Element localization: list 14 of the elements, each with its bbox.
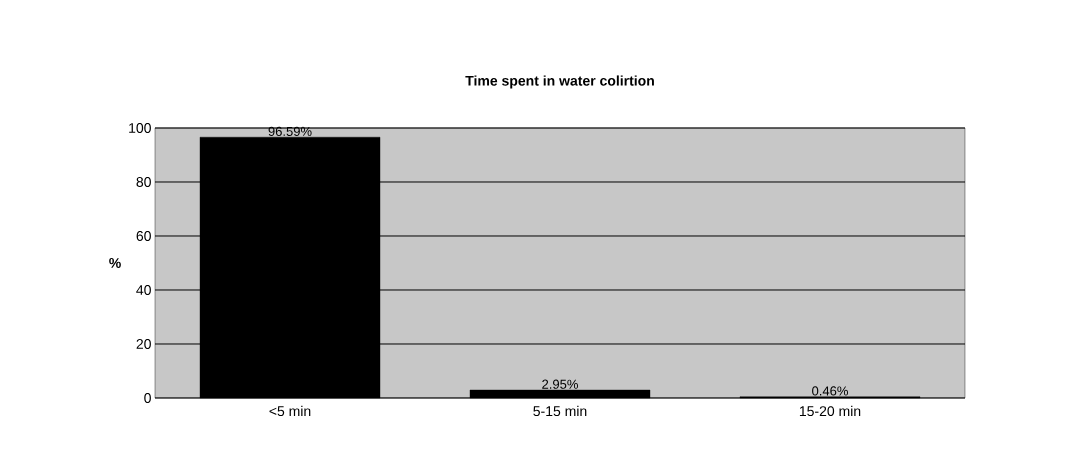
data-label: 0.46% [812, 386, 848, 396]
y-tick-label: 0 [144, 393, 151, 403]
y-tick-label: 80 [136, 177, 151, 187]
x-tick-label: <5 min [269, 405, 311, 417]
y-tick-label: 60 [136, 231, 151, 241]
x-tick-label: 15-20 min [799, 405, 861, 417]
y-tick-label: 20 [136, 339, 151, 349]
y-tick-label: 40 [136, 285, 151, 295]
data-label: 2.95% [542, 379, 578, 389]
x-tick-label: 5-15 min [533, 405, 587, 417]
y-tick-label: 100 [129, 123, 151, 133]
chart-title: Time spent in water colirtion [465, 75, 654, 89]
data-label: 96.59% [268, 126, 312, 136]
y-axis-title: % [109, 258, 121, 268]
